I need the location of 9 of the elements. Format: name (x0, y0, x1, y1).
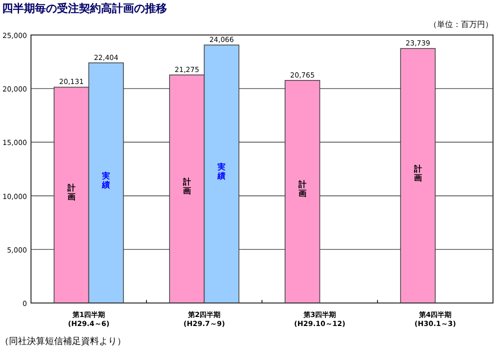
text: 計画 (67, 184, 76, 202)
text: 実績 (102, 171, 110, 190)
ylabel: （単位：百万円） (429, 20, 493, 29)
series-label: 実績 (216, 162, 226, 181)
series-label: 計画 (182, 177, 191, 196)
title: 四半期毎の受注契約高計画の推移 (2, 2, 167, 15)
text: 計画 (414, 164, 422, 182)
text: 計画 (298, 180, 306, 198)
annotation: （同社決算短信補足資料より） (0, 337, 126, 347)
